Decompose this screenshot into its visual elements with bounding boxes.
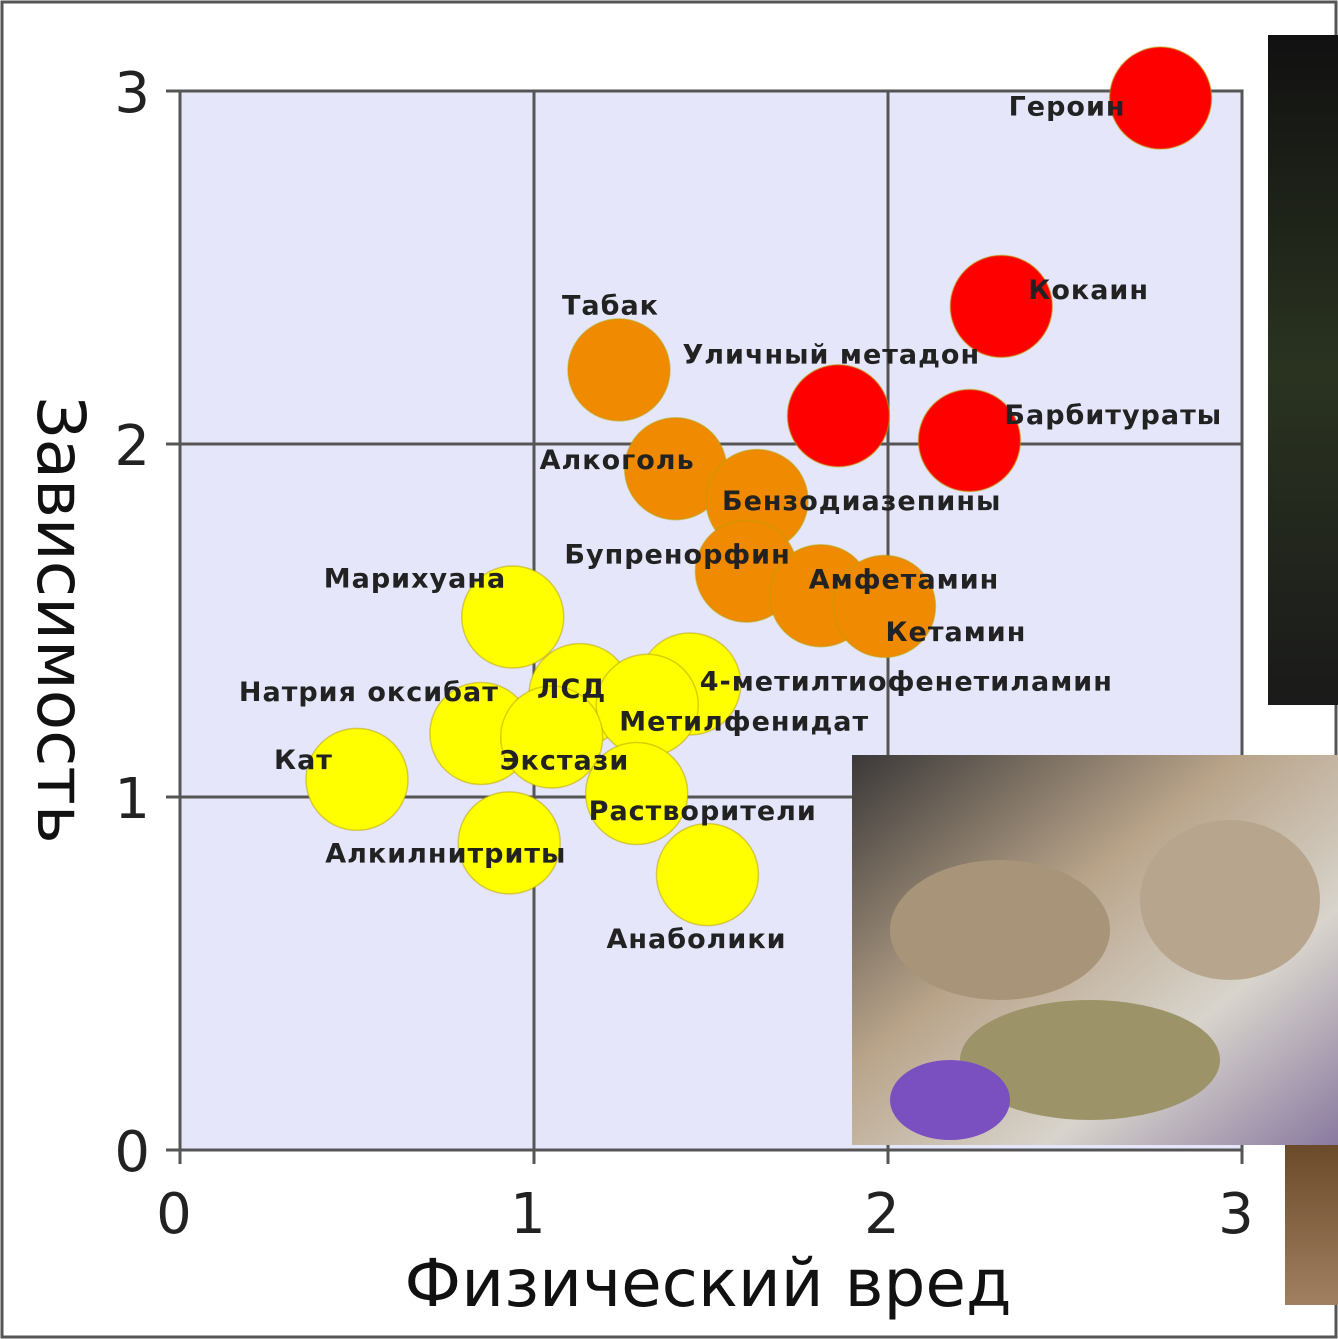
- point: [832, 554, 937, 659]
- point-label: Марихуана: [324, 563, 506, 594]
- point: [786, 364, 891, 468]
- y-tick-label: 3: [114, 61, 150, 126]
- point-label: Табак: [562, 290, 659, 321]
- point-label: Барбитураты: [1004, 400, 1222, 431]
- point-label: Героин: [1009, 92, 1126, 123]
- point-label: Бензодиазепины: [722, 486, 1001, 517]
- point-labels: Героин Кокаин Уличный метадон Барбитураты Та…: [239, 92, 1222, 956]
- point-label: Бупренорфин: [564, 540, 790, 571]
- point-label: 4-метилтиофенетиламин: [700, 667, 1113, 698]
- photos: [852, 35, 1338, 1305]
- point: [655, 822, 760, 927]
- point: [461, 565, 565, 669]
- x-tick-label: 1: [510, 1182, 546, 1247]
- x-tick-label: 0: [156, 1182, 192, 1247]
- x-tick-label: 2: [864, 1182, 900, 1247]
- point-label: Кат: [274, 745, 333, 776]
- photo: [1285, 1145, 1338, 1305]
- y-tick-label: 2: [114, 414, 150, 479]
- photo-detail: [890, 860, 1110, 1000]
- y-tick-label: 1: [114, 767, 150, 832]
- point-label: Кокаин: [1028, 275, 1149, 306]
- photo-detail: [890, 1060, 1010, 1140]
- point-label: Метилфенидат: [619, 707, 869, 738]
- points: [305, 46, 1213, 927]
- point-label: Натрия оксибат: [239, 677, 499, 708]
- point: [457, 791, 561, 895]
- point-label: Уличный метадон: [682, 339, 980, 370]
- point-label: Алкилнитриты: [325, 838, 566, 869]
- point-label: Амфетамин: [809, 564, 1000, 595]
- point: [917, 388, 1022, 493]
- photo-detail: [960, 1000, 1220, 1120]
- point-label: Кетамин: [885, 617, 1026, 648]
- point-label: Растворители: [589, 796, 817, 827]
- photo-detail: [1140, 820, 1320, 980]
- photo: [1268, 35, 1338, 705]
- point: [595, 653, 700, 757]
- y-axis-title: Зависимость: [22, 396, 99, 844]
- point: [499, 685, 604, 789]
- point-label: Алкоголь: [540, 445, 695, 476]
- point-label: Экстази: [500, 745, 630, 776]
- point: [567, 318, 671, 422]
- y-tick-label: 0: [114, 1120, 150, 1185]
- point: [305, 727, 409, 832]
- x-axis-title: Физический вред: [404, 1245, 1011, 1322]
- point: [1108, 46, 1213, 150]
- point-label: ЛСД: [537, 674, 606, 705]
- point-label: Анаболики: [606, 924, 786, 955]
- point: [949, 254, 1054, 359]
- point: [584, 741, 689, 846]
- x-tick-label: 3: [1218, 1182, 1254, 1247]
